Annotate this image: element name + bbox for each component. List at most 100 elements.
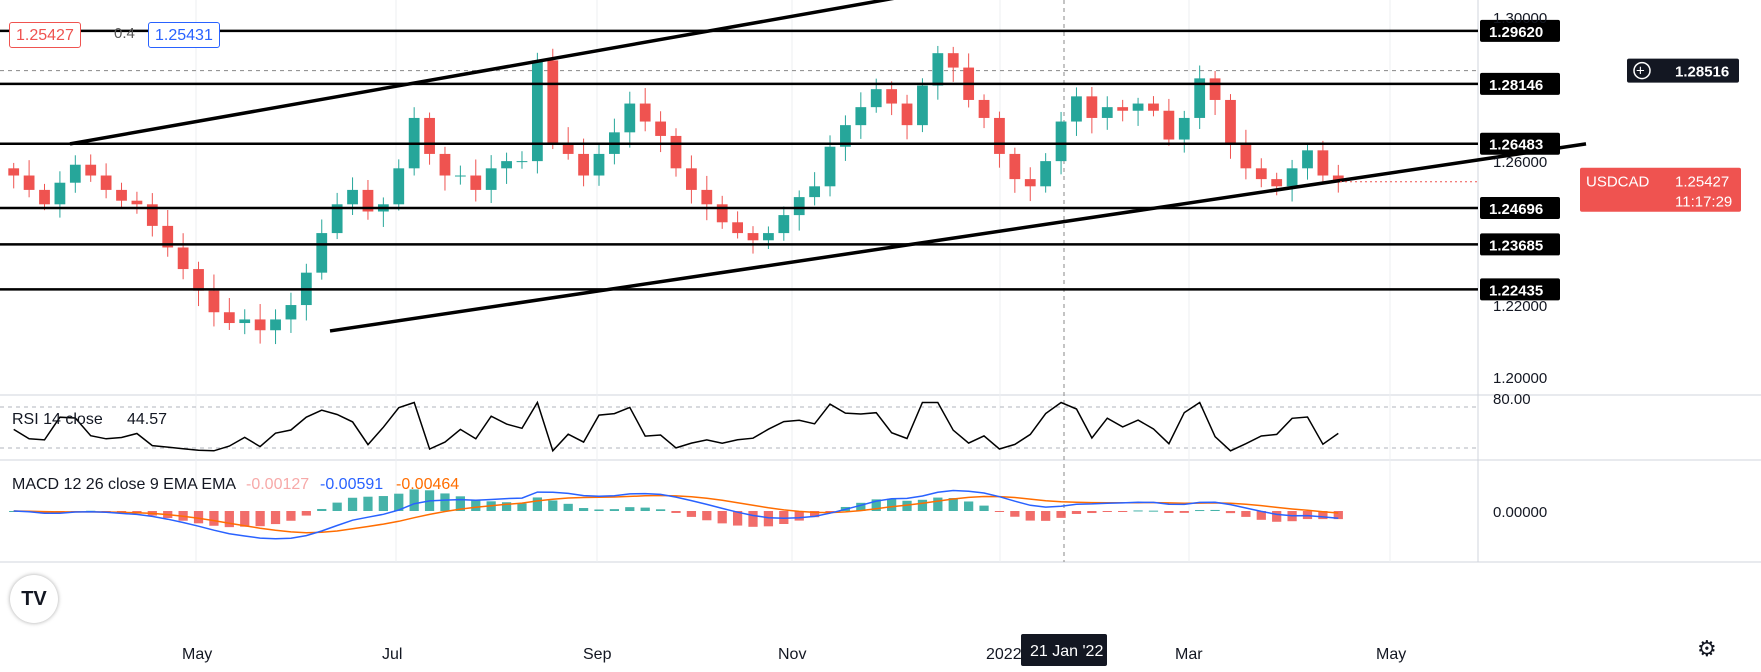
macd-histogram-bar bbox=[686, 511, 697, 517]
macd-histogram-bar bbox=[1179, 511, 1189, 513]
macd-histogram-bar bbox=[363, 496, 373, 511]
macd-histogram-value: -0.00127 bbox=[246, 476, 309, 493]
candle-body bbox=[362, 189, 374, 212]
candle-body bbox=[763, 233, 774, 241]
ask-price-box[interactable]: 1.25431 bbox=[148, 22, 220, 48]
candle-body bbox=[917, 85, 928, 126]
macd-histogram-bar bbox=[209, 511, 219, 526]
candle-body bbox=[454, 175, 466, 177]
level-price-tag bbox=[1480, 233, 1560, 256]
y-axis-tick-label: 1.20000 bbox=[1493, 370, 1547, 387]
macd-histogram-bar bbox=[810, 511, 820, 518]
candle-body bbox=[23, 175, 35, 190]
candle-body bbox=[793, 197, 805, 216]
candle-body bbox=[978, 99, 990, 118]
macd-histogram-bar bbox=[394, 493, 404, 511]
candle-body bbox=[177, 247, 189, 270]
x-axis-tick-label: Nov bbox=[778, 646, 806, 663]
macd-histogram-bar bbox=[779, 511, 789, 524]
macd-histogram-bar bbox=[1071, 511, 1082, 514]
candle-body bbox=[54, 182, 66, 205]
candle-body bbox=[439, 153, 451, 176]
candle-body bbox=[840, 125, 851, 147]
candle-body bbox=[1332, 175, 1344, 182]
macd-histogram-bar bbox=[625, 507, 635, 511]
candle-body bbox=[393, 168, 405, 205]
macd-histogram-bar bbox=[748, 511, 758, 527]
candle-body bbox=[1132, 103, 1144, 111]
macd-histogram-bar bbox=[702, 511, 712, 521]
x-axis-tick-label: May bbox=[182, 646, 212, 663]
candle-body bbox=[347, 189, 358, 205]
candle-body bbox=[8, 168, 20, 176]
candle-body bbox=[747, 233, 759, 241]
macd-histogram-bar bbox=[856, 502, 866, 511]
macd-axis-tick: 0.00000 bbox=[1493, 504, 1547, 521]
macd-histogram-bar bbox=[563, 503, 573, 511]
macd-histogram-bar bbox=[193, 511, 204, 524]
candle-body bbox=[1255, 168, 1267, 180]
candle-body bbox=[1178, 117, 1190, 140]
macd-histogram-bar bbox=[1087, 511, 1097, 514]
candle-body bbox=[223, 312, 235, 324]
bid-price-box[interactable]: 1.25427 bbox=[9, 22, 81, 48]
x-axis-tick-label: May bbox=[1376, 646, 1406, 663]
upper-trendline[interactable] bbox=[69, 0, 960, 146]
macd-histogram-bar bbox=[1164, 511, 1174, 513]
candle-body bbox=[824, 146, 836, 187]
candle-body bbox=[1055, 121, 1067, 162]
x-axis-tick-label: 2022 bbox=[986, 646, 1022, 663]
candle-body bbox=[547, 60, 559, 144]
gear-icon[interactable]: ⚙ bbox=[1697, 636, 1717, 661]
macd-histogram-bar bbox=[332, 502, 342, 511]
candle-body bbox=[562, 143, 574, 154]
candle-body bbox=[239, 319, 251, 324]
countdown-label: 11:17:29 bbox=[1675, 194, 1732, 211]
macd-histogram-bar bbox=[240, 511, 250, 527]
candle-body bbox=[778, 215, 790, 234]
x-axis-tick-label: Sep bbox=[583, 646, 612, 663]
macd-histogram-bar bbox=[1256, 511, 1266, 520]
symbol-label: USDCAD bbox=[1586, 174, 1650, 191]
macd-histogram-bar bbox=[501, 502, 512, 511]
macd-histogram-bar bbox=[825, 511, 835, 512]
macd-histogram-bar bbox=[471, 499, 481, 511]
candle-body bbox=[85, 164, 97, 176]
macd-histogram-bar bbox=[517, 503, 527, 511]
macd-histogram-bar bbox=[286, 511, 296, 521]
macd-histogram-bar bbox=[548, 500, 558, 511]
candle-body bbox=[285, 305, 297, 320]
rsi-axis-tick: 80.00 bbox=[1493, 391, 1531, 408]
cursor-price-label: 1.28516 bbox=[1675, 64, 1729, 81]
y-axis-tick-label: 1.22000 bbox=[1493, 298, 1547, 315]
tradingview-logo-icon[interactable]: TV bbox=[10, 575, 58, 623]
candle-body bbox=[901, 103, 913, 126]
macd-histogram-bar bbox=[1133, 510, 1143, 512]
macd-histogram-bar bbox=[270, 511, 281, 525]
candle-body bbox=[1194, 78, 1206, 118]
candle-body bbox=[131, 200, 143, 205]
macd-histogram-bar bbox=[948, 498, 958, 511]
candle-body bbox=[1302, 150, 1313, 169]
macd-histogram-bar bbox=[594, 509, 604, 511]
candle-body bbox=[1040, 161, 1052, 187]
macd-histogram-bar bbox=[1318, 511, 1328, 520]
level-price-tag bbox=[1480, 72, 1560, 95]
macd-histogram-bar bbox=[655, 509, 666, 511]
add-plus-icon[interactable] bbox=[1633, 61, 1651, 80]
macd-histogram-bar bbox=[794, 511, 804, 521]
crosshair-date-tag bbox=[1021, 634, 1107, 666]
lower-trendline[interactable] bbox=[329, 142, 1587, 333]
candle-body bbox=[208, 290, 220, 313]
macd-histogram-bar bbox=[347, 497, 358, 511]
candle-body bbox=[1101, 107, 1113, 118]
macd-histogram-bar bbox=[224, 511, 234, 528]
macd-line bbox=[13, 489, 1339, 540]
candle-body bbox=[331, 204, 343, 234]
macd-histogram-bar bbox=[902, 500, 912, 511]
plus-glyph: + bbox=[1636, 63, 1645, 80]
spread-value: 0.4 bbox=[114, 25, 135, 42]
x-axis-tick-label: Mar bbox=[1175, 646, 1203, 663]
level-price-tag bbox=[1480, 278, 1560, 301]
